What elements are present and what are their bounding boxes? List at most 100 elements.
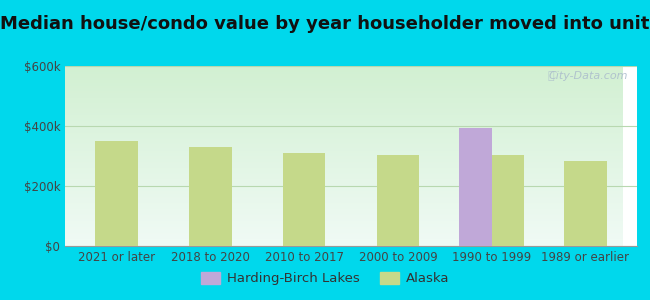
Bar xyxy=(60,233,623,234)
Bar xyxy=(60,88,623,89)
Bar xyxy=(60,232,623,233)
Bar xyxy=(60,167,623,168)
Bar xyxy=(60,127,623,128)
Bar xyxy=(459,128,491,246)
Bar xyxy=(60,91,623,92)
Bar xyxy=(60,151,623,152)
Bar xyxy=(60,139,623,140)
Bar xyxy=(60,169,623,170)
Bar xyxy=(60,197,623,198)
Bar xyxy=(60,146,623,147)
Bar xyxy=(60,93,623,94)
Bar xyxy=(60,179,623,180)
Bar xyxy=(60,81,623,82)
Bar xyxy=(60,95,623,96)
Bar xyxy=(60,140,623,141)
Bar xyxy=(60,210,623,211)
Bar xyxy=(60,118,623,119)
Bar xyxy=(60,170,623,171)
Bar xyxy=(60,225,623,226)
Bar xyxy=(96,141,138,246)
Bar xyxy=(60,169,623,170)
Bar xyxy=(60,108,623,109)
Bar xyxy=(60,145,623,146)
Bar xyxy=(60,236,623,237)
Bar xyxy=(60,84,623,85)
Bar xyxy=(60,135,623,136)
Bar xyxy=(60,114,623,115)
Bar xyxy=(60,150,623,151)
Bar xyxy=(60,227,623,228)
Bar xyxy=(60,166,623,167)
Bar xyxy=(60,126,623,127)
Bar xyxy=(60,230,623,231)
Bar xyxy=(60,89,623,90)
Bar xyxy=(60,115,623,116)
Bar xyxy=(60,187,623,188)
Bar xyxy=(60,202,623,203)
Bar xyxy=(60,148,623,149)
Bar xyxy=(60,164,623,165)
Bar xyxy=(60,204,623,205)
Bar xyxy=(60,123,623,124)
Bar xyxy=(60,130,623,131)
Bar xyxy=(60,165,623,166)
Bar xyxy=(60,228,623,229)
Bar xyxy=(60,133,623,134)
Bar xyxy=(60,77,623,78)
Bar xyxy=(60,100,623,101)
Bar xyxy=(60,239,623,240)
Bar xyxy=(60,111,623,112)
Bar xyxy=(60,192,623,193)
Bar xyxy=(60,117,623,118)
Bar xyxy=(60,175,623,176)
Bar xyxy=(60,147,623,148)
Bar xyxy=(60,224,623,225)
Bar xyxy=(60,216,623,217)
Bar xyxy=(60,92,623,93)
Bar xyxy=(60,107,623,108)
Bar xyxy=(60,83,623,84)
Bar xyxy=(60,141,623,142)
Bar xyxy=(60,112,623,113)
Bar xyxy=(60,67,623,68)
Bar xyxy=(60,174,623,175)
Bar xyxy=(60,240,623,241)
Bar xyxy=(60,234,623,235)
Bar xyxy=(60,171,623,172)
Bar xyxy=(60,196,623,197)
Bar xyxy=(60,212,623,213)
Bar xyxy=(60,181,623,182)
Bar xyxy=(60,159,623,160)
Bar xyxy=(60,178,623,179)
Bar xyxy=(60,85,623,86)
Bar xyxy=(60,237,623,238)
Bar xyxy=(60,177,623,178)
Bar xyxy=(60,160,623,161)
Bar xyxy=(60,152,623,153)
Bar xyxy=(60,122,623,123)
Bar xyxy=(60,235,623,236)
Bar xyxy=(60,125,623,126)
Bar xyxy=(60,68,623,69)
Bar xyxy=(60,79,623,80)
Bar xyxy=(60,106,623,107)
Bar xyxy=(60,121,623,122)
Bar xyxy=(60,209,623,210)
Bar xyxy=(60,86,623,87)
Bar xyxy=(60,173,623,174)
Bar xyxy=(60,201,623,202)
Bar xyxy=(60,190,623,191)
Bar xyxy=(60,191,623,192)
Bar xyxy=(60,226,623,227)
Bar xyxy=(283,153,326,246)
Bar xyxy=(60,104,623,105)
Bar xyxy=(60,66,623,67)
Bar xyxy=(60,219,623,220)
Bar xyxy=(60,183,623,184)
Bar xyxy=(60,98,623,99)
Bar xyxy=(60,206,623,207)
Bar xyxy=(60,217,623,218)
Bar xyxy=(60,220,623,221)
Bar xyxy=(60,110,623,111)
